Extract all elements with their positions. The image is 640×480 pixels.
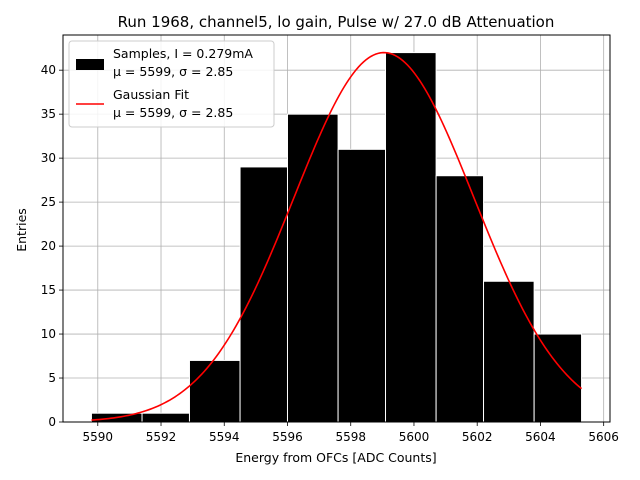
legend-fit-label: Gaussian Fit (113, 87, 189, 102)
histogram-bar-2 (188, 359, 241, 423)
x-axis-label: Energy from OFCs [ADC Counts] (235, 450, 436, 465)
y-tick-label-4: 20 (41, 239, 56, 253)
legend-samples-label: Samples, I = 0.279mA (113, 46, 253, 61)
histogram-bar-9 (533, 333, 583, 423)
x-tick-label-8: 5606 (588, 430, 619, 444)
chart-title: Run 1968, channel5, lo gain, Pulse w/ 27… (118, 13, 555, 31)
x-tick-label-4: 5598 (335, 430, 366, 444)
gaussian-fit-curve (91, 51, 583, 421)
y-tick-label-0: 0 (48, 415, 56, 429)
legend: Samples, I = 0.279mA μ = 5599, σ = 2.85 … (68, 40, 275, 128)
legend-fit-stats: μ = 5599, σ = 2.85 (113, 105, 233, 120)
legend-samples-swatch (76, 59, 104, 70)
histogram-bar-6 (385, 52, 437, 423)
histogram-bar-7 (435, 175, 485, 423)
legend-box (68, 40, 275, 128)
y-tick-label-5: 25 (41, 195, 56, 209)
histogram-bar-1 (141, 412, 190, 423)
x-tick-label-6: 5602 (462, 430, 493, 444)
histogram-bar-8 (483, 280, 535, 423)
x-tick-label-5: 5600 (399, 430, 430, 444)
y-tick-label-7: 35 (41, 107, 56, 121)
histogram-bar-3 (239, 166, 288, 423)
y-tick-label-3: 15 (41, 283, 56, 297)
x-tick-label-0: 5590 (83, 430, 114, 444)
plot-area: 5590 5592 5594 5596 5598 5600 5602 5604 5606 0 5 10… (41, 34, 619, 444)
x-tick-label-2: 5594 (209, 430, 240, 444)
y-tick-label-6: 30 (41, 151, 56, 165)
legend-samples-stats: μ = 5599, σ = 2.85 (113, 64, 233, 79)
y-tick-label-8: 40 (41, 63, 56, 77)
y-axis-label: Entries (14, 208, 29, 252)
x-tick-label-1: 5592 (146, 430, 177, 444)
histogram-bar-5 (337, 148, 387, 423)
axes-frame (62, 34, 611, 423)
x-tick-label-7: 5604 (525, 430, 556, 444)
y-tick-label-1: 5 (48, 371, 56, 385)
x-tick-label-3: 5596 (272, 430, 303, 444)
histogram-bar-4 (286, 113, 339, 423)
y-tick-label-2: 10 (41, 327, 56, 341)
